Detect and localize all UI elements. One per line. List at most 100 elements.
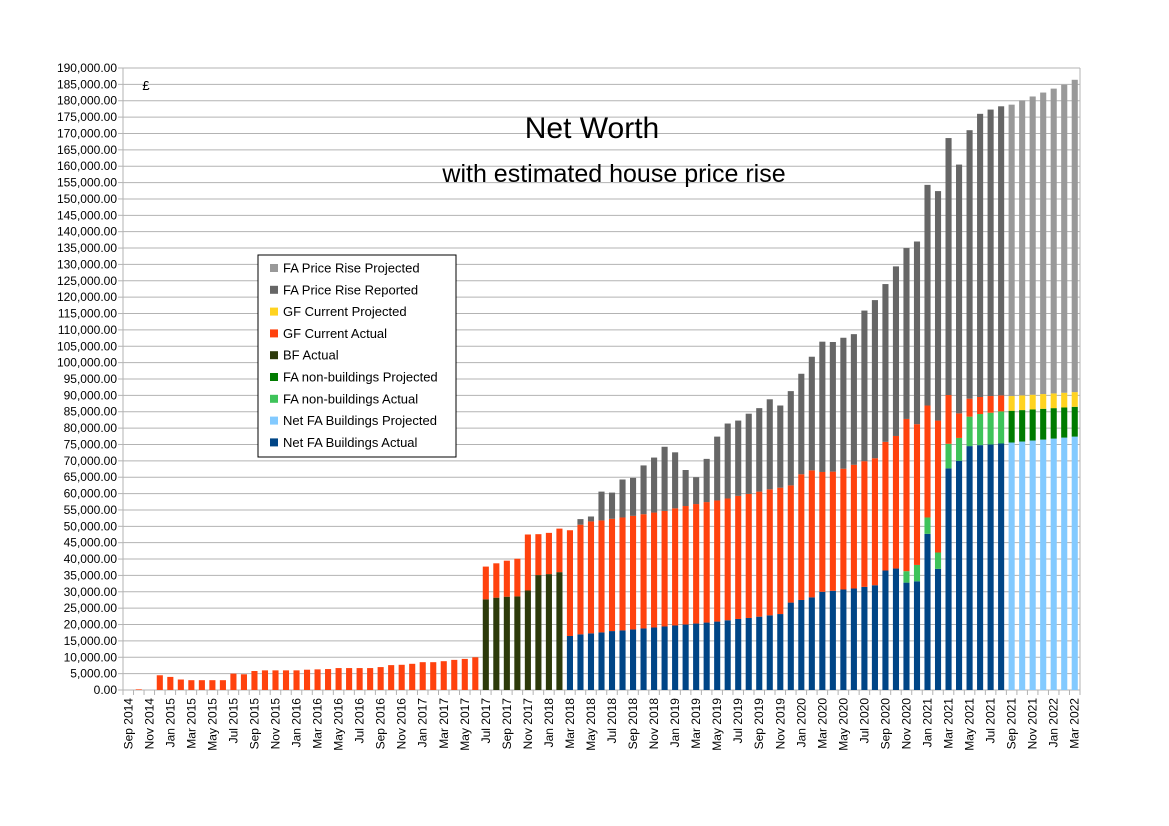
bar-segment: [913, 424, 921, 565]
bar-segment: [587, 633, 595, 690]
bar-segment: [956, 413, 963, 438]
bar-segment: [535, 575, 542, 690]
bar-segment: [850, 588, 857, 690]
bar-segment: [1008, 104, 1015, 397]
bar-segment: [693, 504, 700, 624]
y-tick-label: 25,000.00: [64, 601, 118, 615]
bar-segment: [651, 512, 658, 628]
bar-segment: [177, 679, 184, 690]
bar-segment: [819, 471, 826, 592]
bar-segment: [1061, 437, 1068, 690]
x-tick-label: Nov 2016: [395, 698, 409, 750]
y-tick-label: 165,000.00: [57, 143, 117, 157]
bar-segment: [1050, 438, 1057, 690]
x-tick-label: Jan 2015: [163, 698, 177, 748]
legend-swatch: [270, 438, 278, 447]
x-tick-label: Nov 2015: [268, 698, 282, 750]
legend-swatch: [270, 416, 278, 425]
x-tick-label: Sep 2014: [121, 698, 135, 750]
bar-segment: [577, 519, 584, 525]
bar-segment: [1029, 440, 1036, 690]
legend-swatch: [270, 329, 278, 338]
legend-entry: FA Price Rise Projected: [283, 261, 420, 276]
x-tick-label: May 2020: [836, 698, 850, 751]
bar-segment: [703, 622, 710, 690]
y-tick-label: 125,000.00: [57, 274, 117, 288]
legend-entry: FA non-buildings Actual: [283, 391, 418, 406]
bar-segment: [1029, 394, 1036, 410]
bar-segment: [1071, 79, 1078, 393]
bar-segment: [493, 563, 500, 598]
bar-segment: [766, 615, 773, 690]
bar-segment: [482, 566, 489, 600]
bar-segment: [608, 492, 616, 519]
y-tick-label: 45,000.00: [64, 536, 118, 550]
bar-segment: [598, 632, 605, 690]
x-tick-label: Nov 2020: [899, 698, 913, 750]
bar-segment: [703, 502, 710, 623]
bar-segment: [703, 458, 710, 503]
bar-segment: [714, 436, 721, 501]
bar-segment: [966, 446, 973, 690]
y-tick-label: 115,000.00: [58, 307, 117, 321]
bar-segment: [661, 510, 668, 627]
x-tick-label: Nov 2018: [647, 698, 661, 750]
x-tick-label: May 2015: [205, 698, 219, 751]
bar-segment: [924, 517, 931, 534]
bar-segment: [377, 667, 384, 690]
bar-segment: [924, 184, 931, 406]
bar-segment: [808, 356, 815, 471]
bar-segment: [566, 530, 574, 636]
bar-segment: [945, 468, 952, 690]
legend-entry: Net FA Buildings Projected: [283, 413, 437, 428]
bar-segment: [672, 508, 679, 626]
legend-entry: Net FA Buildings Actual: [283, 435, 418, 450]
y-tick-label: 35,000.00: [64, 568, 118, 582]
y-tick-label: 55,000.00: [64, 503, 118, 517]
y-tick-label: 130,000.00: [57, 257, 117, 271]
bars: [135, 79, 1078, 690]
bar-segment: [1040, 92, 1047, 395]
bar-segment: [135, 689, 142, 690]
bar-segment: [335, 668, 342, 690]
bar-segment: [977, 445, 984, 690]
bar-segment: [661, 446, 668, 511]
bar-segment: [640, 628, 647, 690]
x-tick-label: Mar 2019: [689, 698, 703, 749]
x-tick-label: Jul 2019: [731, 698, 745, 744]
legend-entry: GF Current Projected: [283, 304, 407, 319]
bar-segment: [367, 668, 374, 690]
bar-segment: [998, 395, 1005, 412]
bar-segment: [1050, 393, 1057, 409]
bar-segment: [556, 572, 563, 690]
bar-segment: [956, 460, 963, 690]
bar-segment: [850, 464, 857, 589]
bar-segment: [987, 444, 994, 690]
bar-segment: [535, 534, 542, 576]
bar-segment: [798, 599, 805, 690]
bar-segment: [966, 416, 973, 447]
bar-segment: [756, 616, 763, 690]
y-tick-label: 5,000.00: [70, 667, 117, 681]
bar-segment: [787, 485, 794, 603]
bar-segment: [956, 164, 963, 414]
x-tick-label: May 2021: [963, 698, 977, 751]
x-tick-label: Jul 2020: [857, 698, 871, 744]
bar-segment: [682, 506, 689, 625]
bar-segment: [577, 634, 584, 690]
bar-segment: [977, 397, 984, 415]
bar-segment: [892, 266, 900, 436]
x-tick-label: May 2018: [584, 698, 598, 751]
bar-segment: [566, 635, 574, 690]
y-tick-label: 30,000.00: [64, 585, 118, 599]
bar-segment: [167, 676, 174, 690]
y-tick-label: 20,000.00: [64, 618, 118, 632]
legend-swatch: [270, 307, 278, 316]
x-axis-ticks: Sep 2014 Nov 2014 Jan 2015 Mar 2015 May 2015…: [121, 690, 1082, 751]
x-tick-label: Sep 2016: [374, 698, 388, 750]
bar-segment: [219, 680, 226, 690]
x-tick-label: Jul 2018: [605, 698, 619, 744]
bar-segment: [524, 590, 531, 690]
bar-segment: [798, 474, 805, 600]
bar-segment: [619, 479, 626, 518]
